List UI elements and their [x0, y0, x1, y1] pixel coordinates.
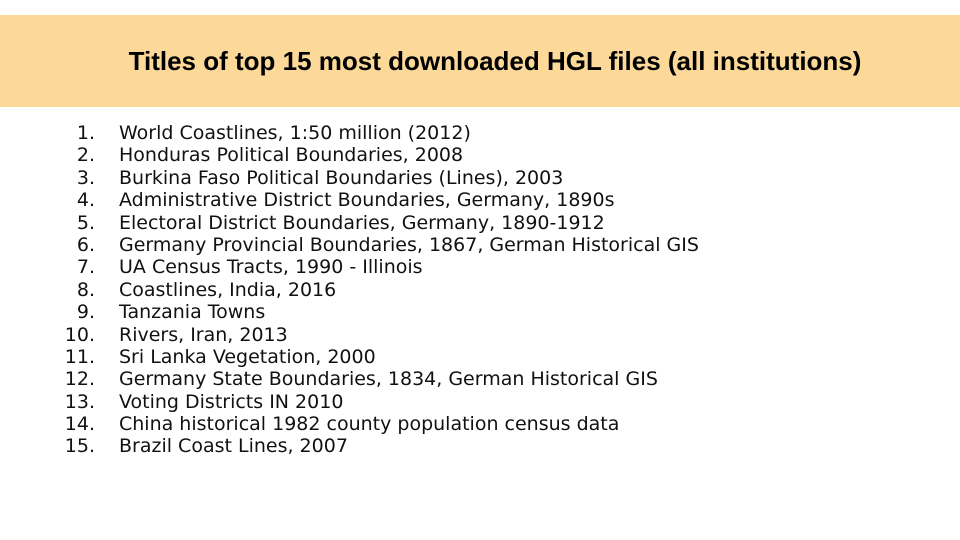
item-title: Brazil Coast Lines, 2007: [119, 435, 348, 458]
item-number: 9.: [76, 301, 95, 324]
item-number: 7.: [76, 256, 95, 279]
item-number: 12.: [64, 368, 95, 391]
title-band: Titles of top 15 most downloaded HGL fil…: [0, 15, 960, 107]
list-item: 12. Germany State Boundaries, 1834, Germa…: [60, 368, 699, 390]
list-item: 8. Coastlines, India, 2016: [60, 279, 699, 301]
download-list: 1. World Coastlines, 1:50 million (2012) …: [60, 122, 699, 458]
list-item: 3. Burkina Faso Political Boundaries (Lin…: [60, 167, 699, 189]
list-item: 6. Germany Provincial Boundaries, 1867, G…: [60, 234, 699, 256]
item-title: Rivers, Iran, 2013: [119, 323, 288, 346]
item-number: 2.: [76, 144, 95, 167]
item-number: 5.: [76, 211, 95, 234]
item-number: 6.: [76, 233, 95, 256]
item-number: 10.: [64, 323, 95, 346]
item-title: Electoral District Boundaries, Germany, …: [119, 211, 605, 234]
list-item: 9. Tanzania Towns: [60, 301, 699, 323]
item-number: 1.: [76, 122, 95, 144]
list-item: 1. World Coastlines, 1:50 million (2012): [60, 122, 699, 144]
item-number: 14.: [64, 413, 95, 436]
item-number: 13.: [64, 390, 95, 413]
item-title: Germany Provincial Boundaries, 1867, Ger…: [119, 233, 699, 256]
item-title: China historical 1982 county population …: [119, 413, 620, 436]
item-title: Sri Lanka Vegetation, 2000: [119, 345, 376, 368]
item-title: Burkina Faso Political Boundaries (Lines…: [119, 166, 564, 189]
item-title: Germany State Boundaries, 1834, German H…: [119, 368, 658, 391]
item-title: Administrative District Boundaries, Germ…: [119, 189, 615, 212]
item-title: World Coastlines, 1:50 million (2012): [119, 122, 471, 144]
list-item: 15. Brazil Coast Lines, 2007: [60, 435, 699, 457]
list-item: 5. Electoral District Boundaries, Germany…: [60, 212, 699, 234]
list-item: 13. Voting Districts IN 2010: [60, 391, 699, 413]
item-number: 3.: [76, 166, 95, 189]
item-title: UA Census Tracts, 1990 - Illinois: [119, 256, 423, 279]
list-item: 4. Administrative District Boundaries, Ge…: [60, 189, 699, 211]
slide-title: Titles of top 15 most downloaded HGL fil…: [128, 45, 862, 76]
item-number: 15.: [64, 435, 95, 458]
list-item: 11. Sri Lanka Vegetation, 2000: [60, 346, 699, 368]
item-number: 4.: [76, 189, 95, 212]
item-title: Coastlines, India, 2016: [119, 278, 337, 301]
list-item: 14. China historical 1982 county populati…: [60, 413, 699, 435]
list-item: 10. Rivers, Iran, 2013: [60, 324, 699, 346]
list-item: 2. Honduras Political Boundaries, 2008: [60, 144, 699, 166]
item-title: Tanzania Towns: [119, 301, 266, 324]
item-number: 8.: [76, 278, 95, 301]
list-item: 7. UA Census Tracts, 1990 - Illinois: [60, 256, 699, 278]
item-title: Honduras Political Boundaries, 2008: [119, 144, 464, 167]
item-number: 11.: [64, 345, 95, 368]
item-title: Voting Districts IN 2010: [119, 390, 344, 413]
